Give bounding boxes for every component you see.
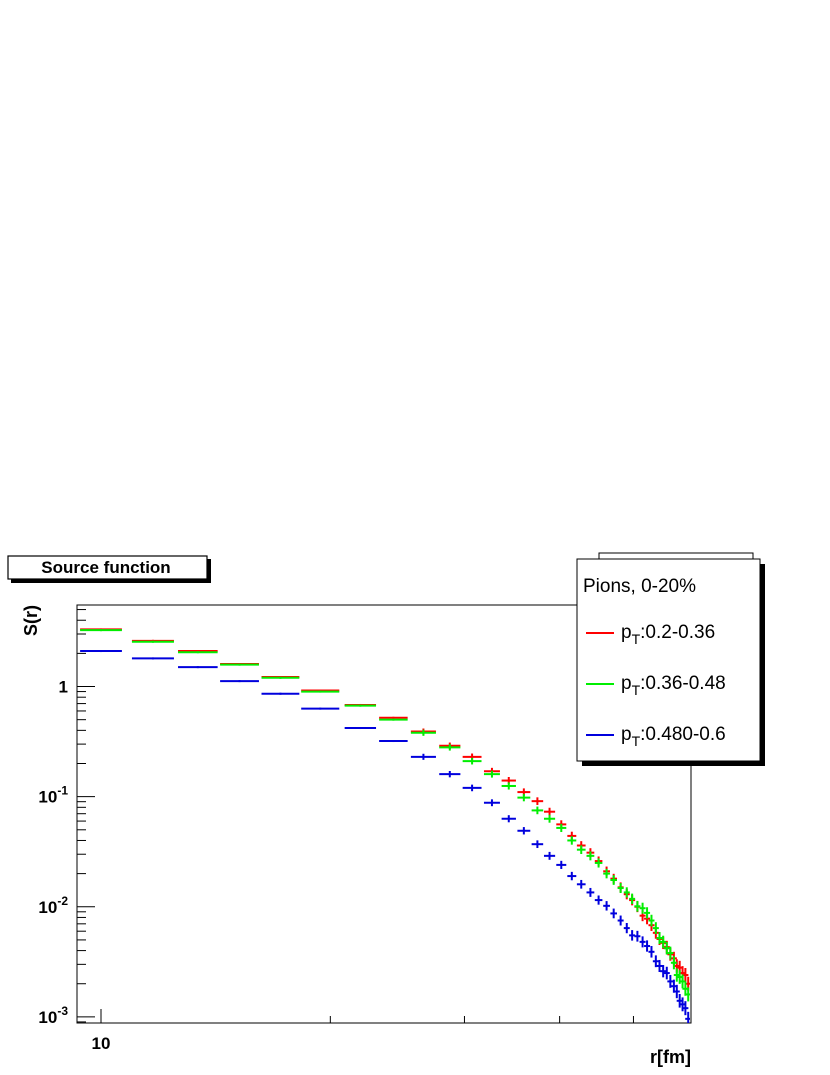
y-tick-label: 10-2 xyxy=(38,894,68,917)
series-3 xyxy=(80,650,690,1023)
y-axis-label: S(r) xyxy=(21,605,41,636)
legend-item-2: pT:0.36-0.48 xyxy=(586,673,726,698)
legend-item-1: pT:0.2-0.36 xyxy=(586,622,715,647)
series-2 xyxy=(80,629,690,1002)
x-tick-label: 10 xyxy=(92,1034,111,1053)
data-series xyxy=(80,628,690,1023)
y-tick-label: 10-3 xyxy=(38,1004,68,1027)
y-axis: 10-3 10-2 10-1 1 xyxy=(38,609,95,1027)
y-tick-label: 10-1 xyxy=(38,784,68,807)
legend-item-3: pT:0.480-0.6 xyxy=(586,724,726,749)
x-axis-label: r[fm] xyxy=(650,1047,691,1067)
y-tick-label: 1 xyxy=(59,678,68,697)
legend-label: pT:0.2-0.36 xyxy=(621,622,715,647)
legend-label: pT:0.36-0.48 xyxy=(621,673,726,698)
x-axis: 10 xyxy=(92,1009,634,1053)
chart-title: Source function xyxy=(41,558,170,577)
chart-title-box: Source function xyxy=(7,555,211,583)
legend-header: Pions, 0-20% xyxy=(583,576,696,597)
legend: Pions, 0-20% pT:0.2-0.36 pT:0.36-0.48 pT:0… xyxy=(576,552,765,766)
legend-label: pT:0.480-0.6 xyxy=(621,724,726,749)
